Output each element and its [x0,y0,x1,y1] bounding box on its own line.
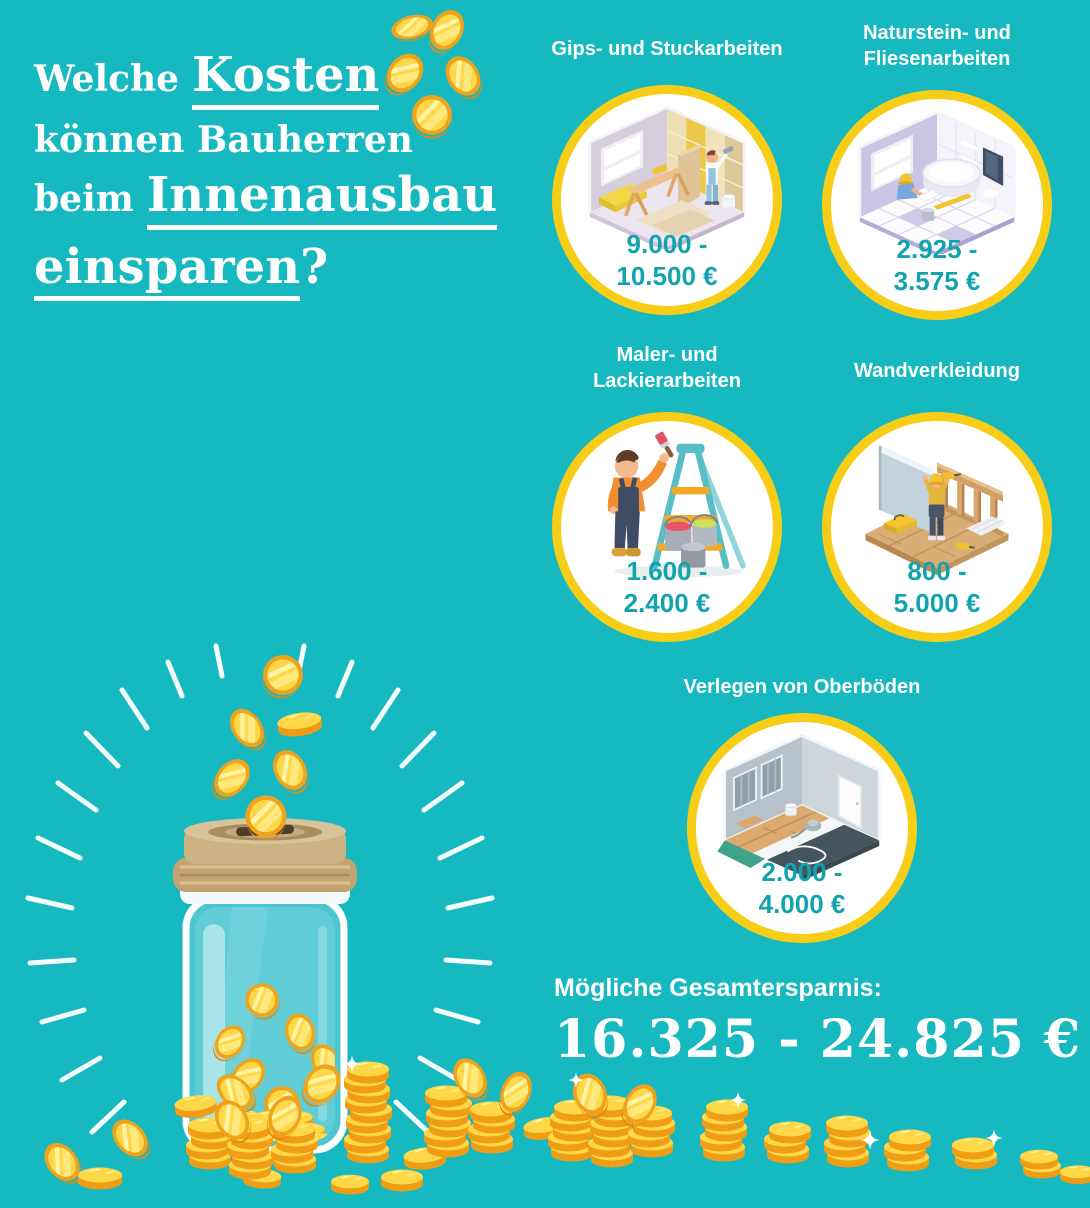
coin-pile [700,1091,1090,1185]
window [733,766,757,812]
title-line-4: einsparen ? [34,239,497,302]
paint-brush [655,431,674,458]
card-gips-und-stuckarbeiten: 9.000 - 10.500 € [552,85,782,315]
coin-pile [522,1064,675,1168]
card-label-maler: Maler- und Lackierarbeiten [593,344,741,392]
title-emphasis-kosten: Kosten [192,49,380,110]
toolbox [883,514,917,534]
coin-pile [343,1055,392,1164]
card-label-oberboeden: Verlegen von Oberböden [683,676,921,698]
cable [786,845,827,865]
card-naturstein-und-fliesenarbeiten: 2.925 - 3.575 € [822,90,1052,320]
wall-cladding-illustration [865,445,1009,576]
floor-laying-illustration [717,734,881,880]
total-savings: Mögliche Gesamtersparnis: 16.325 - 24.82… [554,974,1081,1070]
bathroom-tiling-illustration [858,110,1016,254]
title-word: Welche [34,58,180,100]
underlay [752,818,845,860]
price-range: 1.600 - 2.400 € [623,556,711,618]
bucket [922,207,935,221]
card-verlegen-von-oberboeden: 2.000 - 4.000 € [687,713,917,943]
page-title: Welche Kosten können Bauherren beim Inne… [34,49,498,310]
vacuum [790,819,822,839]
bucket [784,802,797,816]
bucket [722,196,735,208]
screed [767,824,880,876]
card-maler-und-lackierarbeiten: 1.600 - 2.400 € [552,412,782,642]
savings-jar-illustration [25,643,495,1154]
door [837,774,862,830]
card-label-gips: Gips- und Stuckarbeiten [551,38,783,60]
level-tool [933,193,972,210]
title-word: beim [34,177,134,220]
plaster-room-illustration [588,105,746,249]
title-emphasis-einsparen: einsparen [34,241,301,302]
card-label-fliesen: Naturstein- und Fliesenarbeiten [863,22,1011,70]
floor-drill [956,542,975,551]
painter-ladder-illustration [607,431,746,577]
drill [942,472,955,479]
price-range: 2.925 - 3.575 € [893,234,981,296]
painter [607,431,674,557]
plasterboard [678,144,701,209]
card-label-wandverkleidung: Wandverkleidung [854,360,1020,382]
title-question-mark: ? [300,238,329,295]
sawhorse [623,163,690,217]
wall-panel [878,445,934,534]
board-stack [735,815,764,829]
worker [704,145,734,205]
price-range: 800 - 5.000 € [893,556,981,618]
worker [896,173,940,203]
paint-buckets [664,514,718,568]
title-line-2: können Bauherren [34,119,497,161]
shelf [960,140,978,152]
title-word: können Bauherren [34,118,413,161]
title-line-3: beim Innenausbau [34,169,498,230]
coin-pile [424,1048,542,1158]
price-range: 2.000 - 4.000 € [758,857,846,919]
worker [922,472,961,541]
title-line-1: Welche Kosten [34,49,497,110]
total-savings-label: Mögliche Gesamtersparnis: [554,974,882,1002]
price-range: 9.000 - 10.500 € [616,229,718,291]
gold-coins-icon [356,2,506,150]
green-floor [717,840,766,869]
mat [966,516,1007,536]
ray-burst-icon [25,643,495,1135]
bathtub [922,158,982,198]
shelf [960,154,978,166]
bidet [983,184,999,198]
card-wandverkleidung: 800 - 5.000 € [822,412,1052,642]
total-savings-value: 16.325 - 24.825 € [554,1009,1082,1070]
title-emphasis-innenausbau: Innenausbau [146,169,498,230]
coin-piles-illustration [0,1020,1090,1195]
